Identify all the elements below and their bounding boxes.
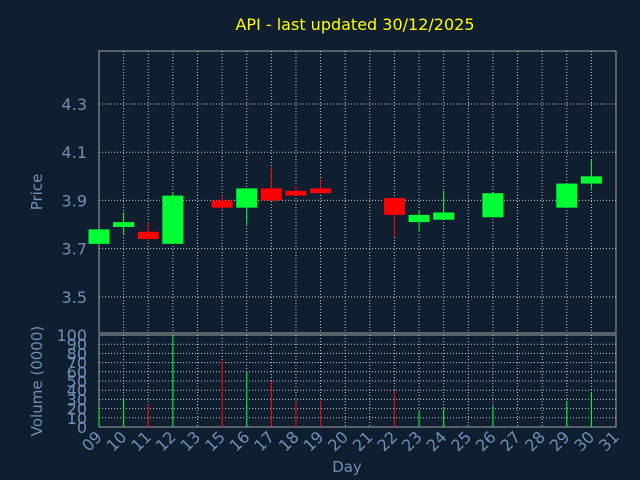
price-tick-label: 3.9 xyxy=(62,191,87,210)
x-tick-label: 21 xyxy=(349,427,377,455)
volume-tick-label: 30 xyxy=(67,390,87,409)
x-axis-label: Day xyxy=(332,458,362,476)
x-tick-label: 26 xyxy=(472,427,500,455)
x-tick-label: 27 xyxy=(497,427,525,455)
volume-tick-label: 40 xyxy=(67,381,87,400)
volume-tick-label: 80 xyxy=(67,344,87,363)
x-tick-label: 15 xyxy=(201,427,229,455)
price-tick-label: 4.3 xyxy=(62,95,87,114)
candle-body xyxy=(260,188,282,201)
volume-tick-label: 0 xyxy=(77,418,87,437)
x-tick-label: 29 xyxy=(546,427,574,455)
candle-body xyxy=(433,212,455,220)
volume-tick-label: 100 xyxy=(56,326,87,345)
volume-tick-label: 50 xyxy=(67,372,87,391)
x-tick-label: 22 xyxy=(373,427,401,455)
candle-body xyxy=(580,176,602,184)
x-tick-label: 16 xyxy=(226,427,254,455)
x-tick-label: 11 xyxy=(127,427,155,455)
candle-body xyxy=(285,190,307,196)
candle-body xyxy=(137,231,159,239)
volume-tick-label: 10 xyxy=(67,409,87,428)
x-tick-label: 18 xyxy=(275,427,303,455)
volume-axis-label: Volume (0000) xyxy=(28,326,46,436)
candle-body xyxy=(162,195,184,244)
candle-body xyxy=(556,183,578,208)
price-axis-label: Price xyxy=(28,174,46,211)
x-tick-label: 24 xyxy=(423,427,451,455)
volume-tick-label: 90 xyxy=(67,335,87,354)
x-tick-label: 20 xyxy=(324,427,352,455)
candle-body xyxy=(408,214,430,223)
volume-tick-label: 60 xyxy=(67,363,87,382)
x-tick-label: 17 xyxy=(250,427,278,455)
candle-body xyxy=(236,188,258,208)
x-tick-label: 28 xyxy=(521,427,549,455)
price-tick-label: 4.1 xyxy=(62,143,87,162)
x-tick-label: 30 xyxy=(570,427,598,455)
candle-body xyxy=(113,222,135,227)
x-tick-label: 10 xyxy=(103,427,131,455)
price-panel: 3.5 3.7 3.9 4.1 4.3 xyxy=(62,50,617,334)
x-tick-label: 31 xyxy=(595,427,623,455)
x-tick-label: 13 xyxy=(176,427,204,455)
x-tick-label: 19 xyxy=(300,427,328,455)
candle-body xyxy=(88,229,110,244)
candle-body xyxy=(482,193,504,218)
volume-tick-label: 70 xyxy=(67,354,87,373)
x-axis: 0910111213151617181920212223242526272829… xyxy=(78,427,623,455)
price-tick-label: 3.5 xyxy=(62,288,87,307)
price-frame xyxy=(98,50,617,334)
x-tick-label: 12 xyxy=(152,427,180,455)
candle-body xyxy=(383,198,405,215)
chart-title: API - last updated 30/12/2025 xyxy=(235,15,474,34)
candle-body xyxy=(310,188,332,194)
x-tick-label: 23 xyxy=(398,427,426,455)
price-tick-label: 3.7 xyxy=(62,240,87,259)
x-tick-label: 25 xyxy=(447,427,475,455)
candle-body xyxy=(211,200,233,208)
volume-tick-label: 20 xyxy=(67,400,87,419)
